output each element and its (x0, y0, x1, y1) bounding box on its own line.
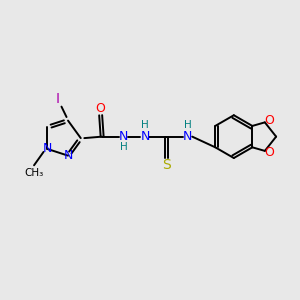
Text: O: O (264, 146, 274, 159)
Text: N: N (140, 130, 150, 143)
Text: H: H (184, 120, 192, 130)
Text: N: N (183, 130, 192, 143)
Text: H: H (141, 120, 149, 130)
Text: N: N (63, 149, 73, 162)
Text: N: N (43, 142, 52, 155)
Text: N: N (119, 130, 128, 143)
Text: I: I (56, 92, 60, 106)
Text: O: O (96, 102, 106, 115)
Text: H: H (120, 142, 128, 152)
Text: S: S (162, 158, 171, 172)
Text: O: O (264, 114, 274, 128)
Text: CH₃: CH₃ (24, 168, 44, 178)
